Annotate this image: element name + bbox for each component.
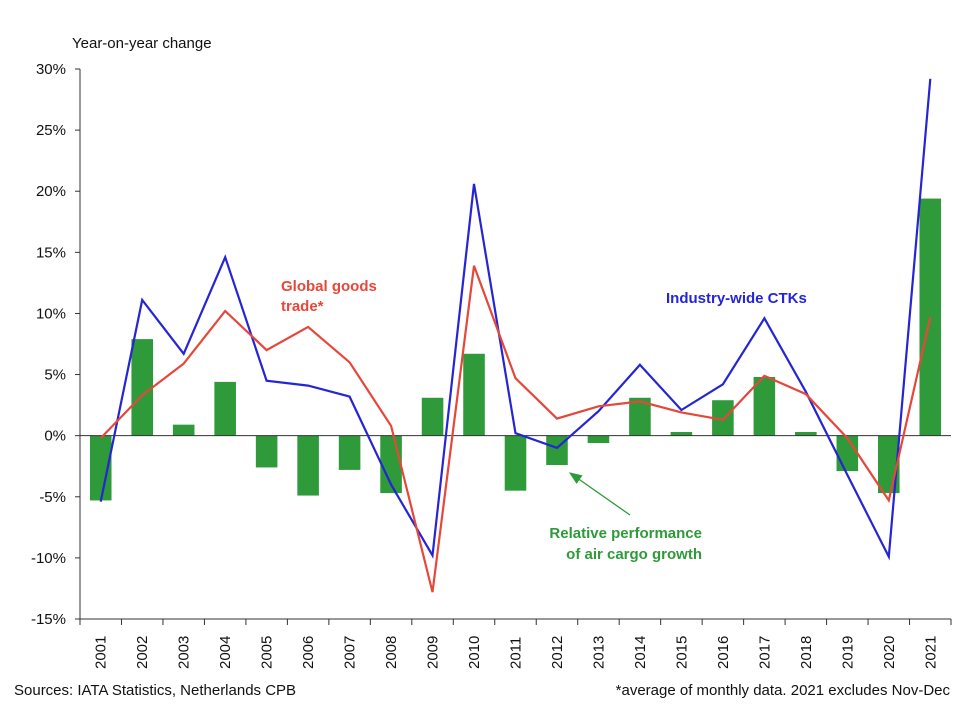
relative-arrow bbox=[568, 472, 631, 516]
y-tick-label: 15% bbox=[36, 244, 66, 261]
x-tick-label: 2012 bbox=[549, 636, 566, 669]
y-tick-label: 0% bbox=[44, 428, 66, 445]
x-tick-label: 2007 bbox=[342, 636, 359, 669]
x-axis-ticks: 2001 2002 2003 2004 2005 2006 2007 2008 2009 2010… bbox=[79, 619, 952, 669]
x-tick-label: 2020 bbox=[881, 636, 898, 669]
bar-2018 bbox=[795, 432, 817, 436]
source-note: Sources: IATA Statistics, Netherlands CP… bbox=[14, 682, 297, 699]
x-tick-label: 2001 bbox=[93, 636, 110, 669]
bar-2016 bbox=[712, 400, 734, 436]
bar-2006 bbox=[297, 435, 319, 496]
y-tick-label: 5% bbox=[44, 367, 66, 384]
bar-2004 bbox=[214, 381, 236, 436]
relative-label-line2: of air cargo growth bbox=[566, 546, 702, 563]
x-tick-label: 2008 bbox=[383, 636, 400, 669]
footnote: *average of monthly data. 2021 excludes … bbox=[615, 682, 950, 699]
bar-2005 bbox=[255, 435, 278, 468]
x-tick-label: 2014 bbox=[632, 636, 649, 669]
y-tick-label: 30% bbox=[36, 61, 66, 78]
y-axis-ticks: 30% 25% 20% 15% 10% 5% 0% -5% -10% -15% bbox=[31, 61, 80, 628]
x-tick-label: 2011 bbox=[508, 637, 525, 669]
bar-2007 bbox=[338, 435, 361, 470]
x-tick-label: 2009 bbox=[425, 636, 442, 669]
global-trade-label-line2: trade* bbox=[281, 298, 324, 315]
bar-2019 bbox=[836, 435, 859, 472]
line-industry-wide-ctks bbox=[99, 78, 932, 561]
y-tick-label: 20% bbox=[36, 183, 66, 200]
x-tick-label: 2015 bbox=[673, 636, 690, 669]
bar-2001 bbox=[89, 435, 112, 501]
bar-2013 bbox=[587, 435, 610, 443]
y-tick-label: -5% bbox=[39, 489, 66, 506]
relative-label-line1: Relative performance bbox=[549, 525, 702, 542]
line-series bbox=[99, 78, 932, 593]
bar-2003 bbox=[172, 424, 195, 436]
x-tick-label: 2013 bbox=[590, 636, 607, 669]
bar-series bbox=[89, 198, 942, 501]
x-tick-label: 2017 bbox=[756, 636, 773, 669]
ctks-label: Industry-wide CTKs bbox=[666, 290, 807, 307]
x-tick-label: 2004 bbox=[217, 636, 234, 669]
x-tick-label: 2002 bbox=[134, 636, 151, 669]
bar-2017 bbox=[753, 377, 776, 436]
bar-2015 bbox=[670, 432, 693, 436]
y-tick-label: 25% bbox=[36, 122, 66, 139]
x-tick-label: 2019 bbox=[839, 636, 856, 669]
bar-2014 bbox=[629, 397, 651, 436]
x-tick-label: 2021 bbox=[922, 636, 939, 669]
x-tick-label: 2010 bbox=[466, 636, 483, 669]
bar-2011 bbox=[504, 435, 527, 491]
line-global-goods-trade bbox=[99, 265, 932, 593]
x-tick-label: 2018 bbox=[798, 636, 815, 669]
x-tick-label: 2006 bbox=[300, 636, 317, 669]
bar-2010 bbox=[463, 353, 485, 436]
y-tick-label: 10% bbox=[36, 305, 66, 322]
x-tick-label: 2005 bbox=[259, 636, 276, 669]
x-tick-label: 2016 bbox=[715, 636, 732, 669]
bar-2002 bbox=[131, 339, 153, 436]
y-axis-title: Year-on-year change bbox=[72, 35, 212, 52]
global-trade-label-line1: Global goods bbox=[281, 278, 377, 295]
bar-2009 bbox=[421, 397, 444, 436]
x-tick-label: 2003 bbox=[176, 636, 193, 669]
y-tick-label: -10% bbox=[31, 550, 66, 567]
y-tick-label: -15% bbox=[31, 611, 66, 628]
